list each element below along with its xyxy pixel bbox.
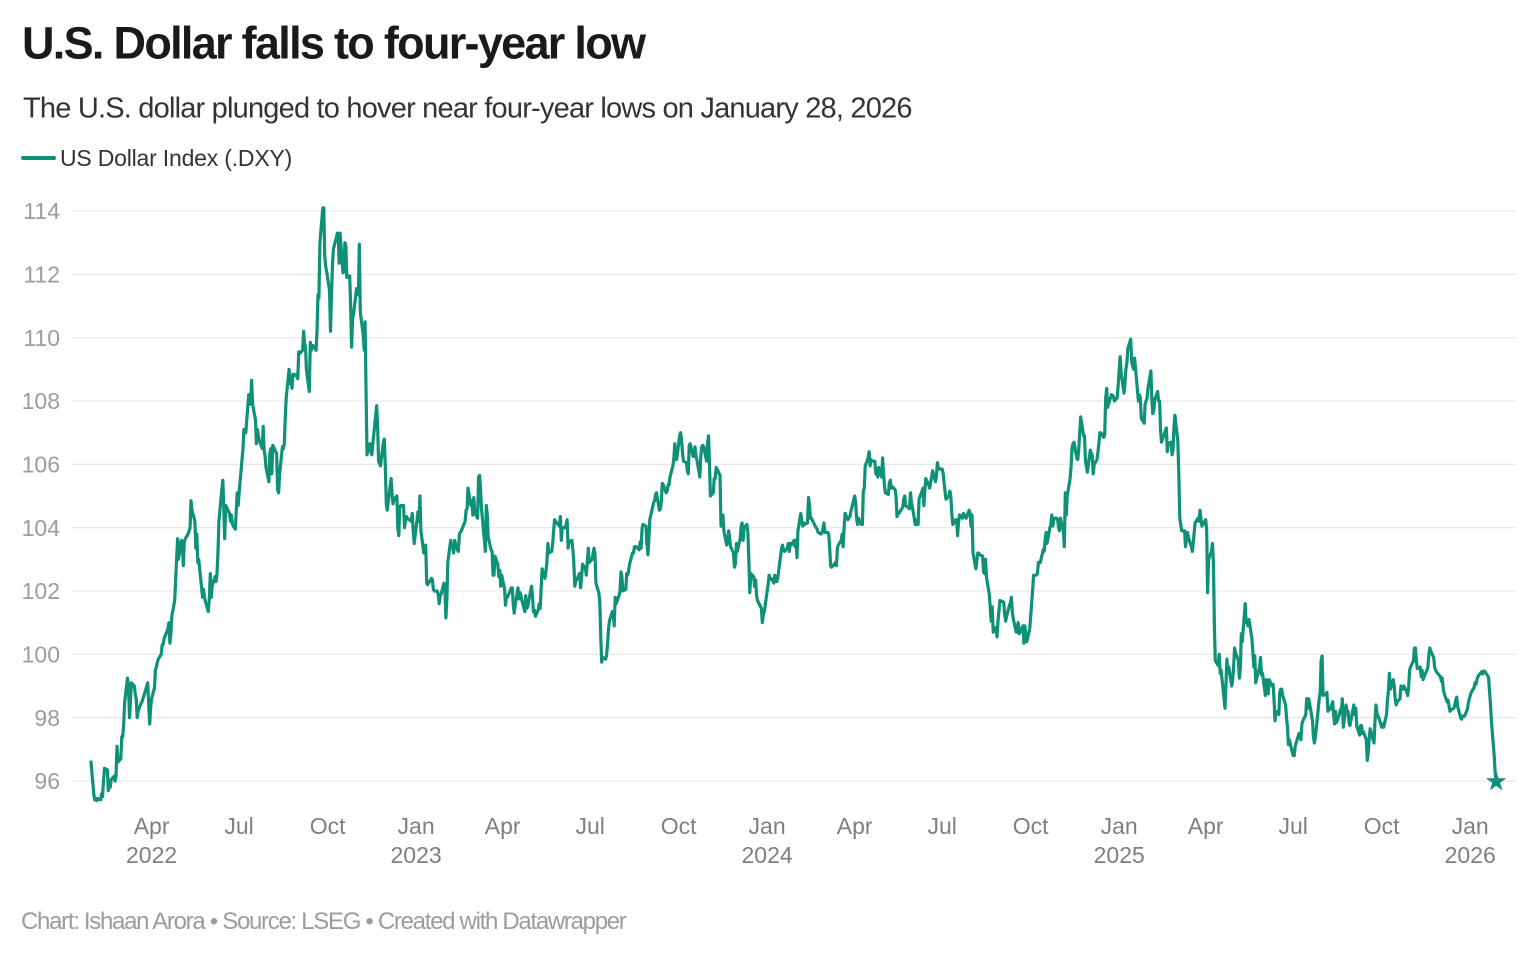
svg-text:102: 102 — [22, 578, 60, 604]
svg-text:114: 114 — [23, 198, 60, 224]
svg-text:104: 104 — [22, 515, 61, 541]
svg-text:Oct: Oct — [1364, 813, 1400, 839]
svg-text:U.S. Dollar falls to four-year: U.S. Dollar falls to four-year low — [22, 18, 647, 69]
svg-text:2023: 2023 — [391, 842, 442, 868]
svg-text:100: 100 — [22, 642, 60, 668]
svg-text:112: 112 — [23, 262, 60, 288]
svg-text:Jul: Jul — [575, 813, 604, 839]
svg-text:Jul: Jul — [224, 813, 253, 839]
svg-text:Jan: Jan — [398, 813, 435, 839]
svg-text:Jan: Jan — [1101, 813, 1138, 839]
svg-text:Jul: Jul — [1278, 813, 1307, 839]
svg-text:96: 96 — [34, 768, 60, 794]
svg-text:Apr: Apr — [485, 813, 521, 839]
svg-text:US Dollar Index (.DXY): US Dollar Index (.DXY) — [60, 145, 292, 171]
svg-text:2024: 2024 — [742, 842, 793, 868]
svg-text:Apr: Apr — [837, 813, 873, 839]
svg-text:106: 106 — [22, 452, 60, 478]
svg-text:The U.S. dollar plunged to hov: The U.S. dollar plunged to hover near fo… — [23, 93, 912, 125]
svg-text:Oct: Oct — [310, 813, 346, 839]
svg-text:2025: 2025 — [1094, 842, 1145, 868]
svg-text:Oct: Oct — [661, 813, 697, 839]
svg-text:Jul: Jul — [927, 813, 956, 839]
svg-text:Jan: Jan — [749, 813, 786, 839]
svg-text:2022: 2022 — [126, 842, 177, 868]
svg-text:2026: 2026 — [1445, 842, 1496, 868]
svg-text:Oct: Oct — [1013, 813, 1049, 839]
svg-text:110: 110 — [23, 325, 60, 351]
svg-text:Apr: Apr — [1188, 813, 1224, 839]
svg-text:98: 98 — [34, 705, 60, 731]
svg-text:Jan: Jan — [1452, 813, 1489, 839]
svg-text:108: 108 — [22, 388, 60, 414]
svg-text:Apr: Apr — [134, 813, 170, 839]
svg-text:Chart: Ishaan Arora • Source:: Chart: Ishaan Arora • Source: LSEG • Cre… — [21, 908, 627, 935]
